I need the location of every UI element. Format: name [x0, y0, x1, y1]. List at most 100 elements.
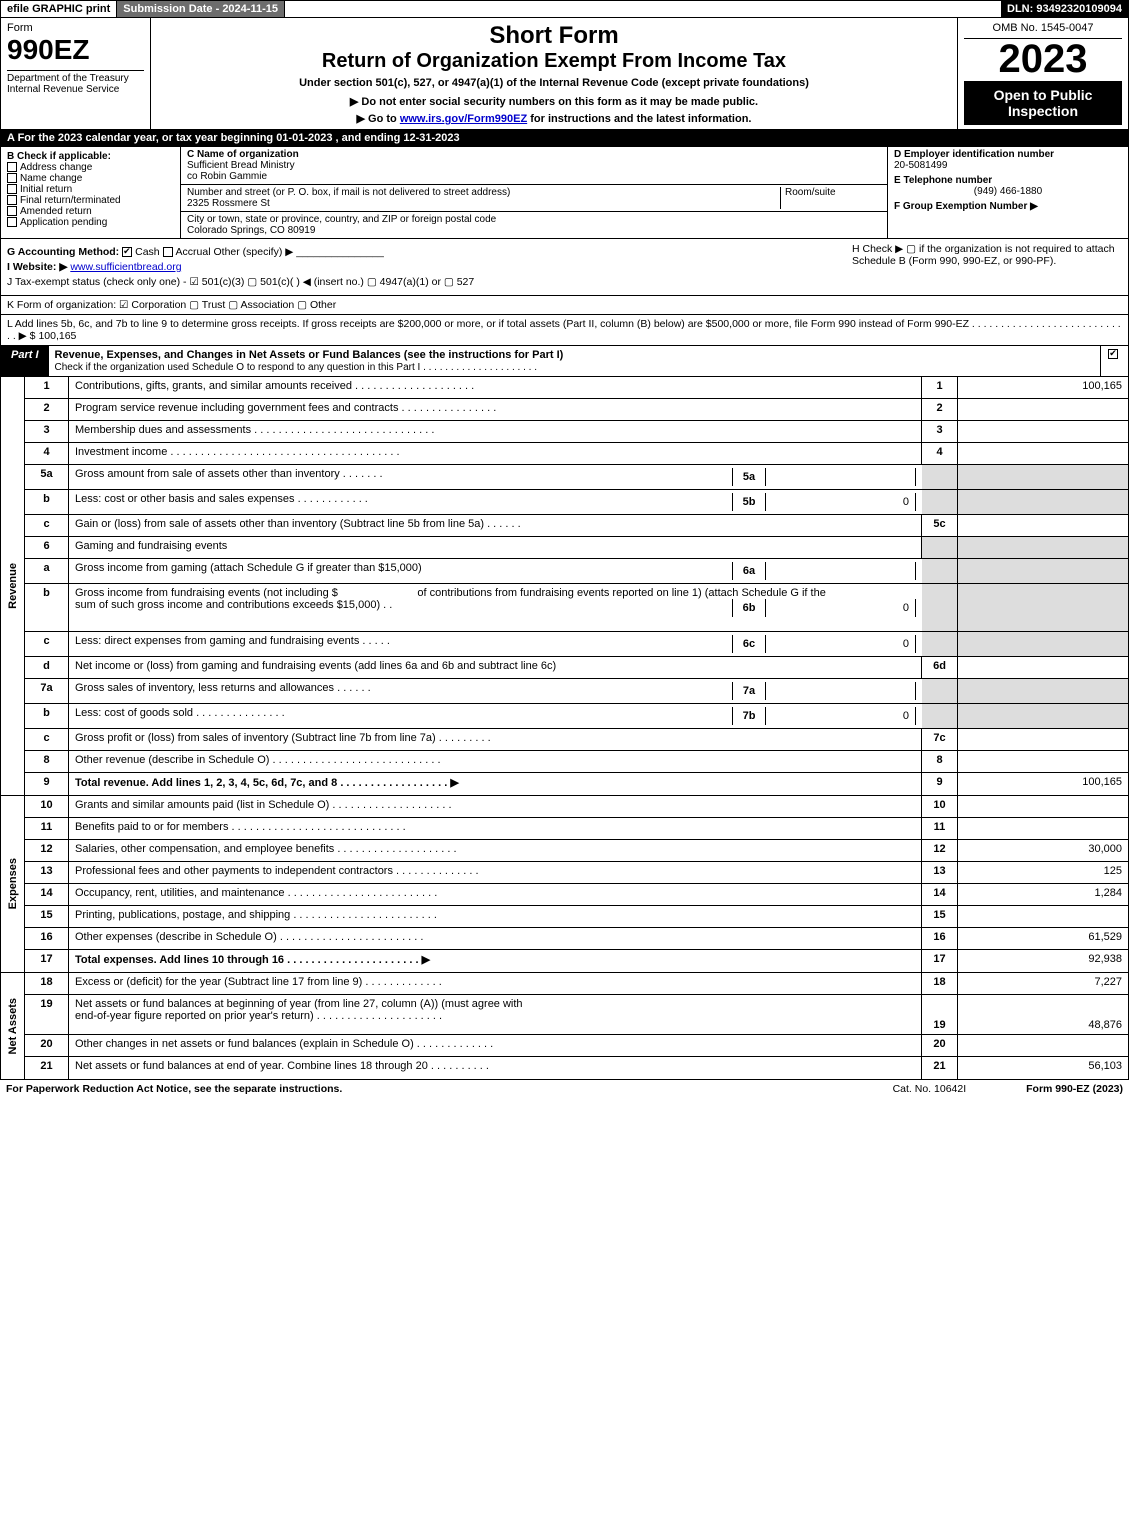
row-a-taxyear: A For the 2023 calendar year, or tax yea… [0, 130, 1129, 147]
lnum-6c-shade [922, 632, 958, 656]
g-cash: Cash [135, 246, 160, 258]
val-6c-shade [958, 632, 1128, 656]
ln-5c: c [25, 515, 69, 536]
chk-part-i[interactable] [1108, 349, 1118, 359]
revenue-block: Revenue 1Contributions, gifts, grants, a… [0, 377, 1129, 796]
lnum-15: 15 [922, 906, 958, 927]
sn-5a: 5a [732, 468, 766, 486]
ln-6d: d [25, 657, 69, 678]
chk-initial[interactable] [7, 184, 17, 194]
header-right: OMB No. 1545-0047 2023 Open to Public In… [958, 18, 1128, 129]
val-6-shade [958, 537, 1128, 558]
chk-accrual[interactable] [163, 247, 173, 257]
irs-label: Internal Revenue Service [7, 84, 119, 95]
val-1: 100,165 [958, 377, 1128, 398]
b-item-0: Address change [20, 162, 92, 173]
chk-name[interactable] [7, 173, 17, 183]
submission-date: Submission Date - 2024-11-15 [117, 1, 285, 17]
val-21: 56,103 [958, 1057, 1128, 1079]
b-item-5: Application pending [20, 217, 107, 228]
lnum-18: 18 [922, 973, 958, 994]
desc-6b-3: sum of such gross income and contributio… [75, 599, 732, 617]
ln-7a: 7a [25, 679, 69, 703]
chk-pending[interactable] [7, 217, 17, 227]
val-7b-shade [958, 704, 1128, 728]
chk-address[interactable] [7, 162, 17, 172]
ln-7c: c [25, 729, 69, 750]
col-b: B Check if applicable: Address change Na… [1, 147, 181, 238]
lnum-2: 2 [922, 399, 958, 420]
desc-1: Contributions, gifts, grants, and simila… [69, 377, 922, 398]
part-i-title: Revenue, Expenses, and Changes in Net As… [49, 346, 1100, 376]
val-7a-shade [958, 679, 1128, 703]
ln-5a: 5a [25, 465, 69, 489]
lnum-7c: 7c [922, 729, 958, 750]
lnum-5b-shade [922, 490, 958, 514]
val-15 [958, 906, 1128, 927]
footer-left: For Paperwork Reduction Act Notice, see … [6, 1083, 342, 1095]
ln-6c: c [25, 632, 69, 656]
form-header: Form 990EZ Department of the Treasury In… [0, 18, 1129, 130]
lnum-14: 14 [922, 884, 958, 905]
lnum-8: 8 [922, 751, 958, 772]
val-7c [958, 729, 1128, 750]
ln-21: 21 [25, 1057, 69, 1079]
d-label: D Employer identification number [894, 149, 1122, 160]
desc-9: Total revenue. Add lines 1, 2, 3, 4, 5c,… [69, 773, 922, 795]
b-item-3: Final return/terminated [20, 195, 121, 206]
desc-2: Program service revenue including govern… [69, 399, 922, 420]
ln-16: 16 [25, 928, 69, 949]
sv-6a [766, 562, 916, 580]
chk-final[interactable] [7, 195, 17, 205]
part-i-tab: Part I [1, 346, 49, 376]
lnum-20: 20 [922, 1035, 958, 1056]
open-public: Open to Public Inspection [964, 81, 1122, 125]
val-14: 1,284 [958, 884, 1128, 905]
city-label: City or town, state or province, country… [187, 214, 496, 225]
desc-3: Membership dues and assessments . . . . … [69, 421, 922, 442]
ln-5b: b [25, 490, 69, 514]
sn-7a: 7a [732, 682, 766, 700]
header-left: Form 990EZ Department of the Treasury In… [1, 18, 151, 129]
lnum-6d: 6d [922, 657, 958, 678]
desc-4: Investment income . . . . . . . . . . . … [69, 443, 922, 464]
g-accrual: Accrual [176, 246, 211, 258]
header-center: Short Form Return of Organization Exempt… [151, 18, 958, 129]
irs-link[interactable]: www.irs.gov/Form990EZ [400, 113, 527, 125]
city-value: Colorado Springs, CO 80919 [187, 225, 315, 236]
row-k: K Form of organization: ☑ Corporation ▢ … [0, 296, 1129, 315]
desc-10: Grants and similar amounts paid (list in… [69, 796, 922, 817]
short-form-title: Short Form [159, 22, 949, 50]
val-12: 30,000 [958, 840, 1128, 861]
val-11 [958, 818, 1128, 839]
desc-7b: Less: cost of goods sold . . . . . . . .… [75, 707, 732, 725]
chk-amended[interactable] [7, 206, 17, 216]
footer-right: Form 990-EZ (2023) [1026, 1083, 1123, 1095]
desc-16: Other expenses (describe in Schedule O) … [69, 928, 922, 949]
return-title: Return of Organization Exempt From Incom… [159, 50, 949, 73]
go-to-note: ▶ Go to www.irs.gov/Form990EZ for instru… [159, 112, 949, 125]
ln-17: 17 [25, 950, 69, 972]
ln-6: 6 [25, 537, 69, 558]
val-6d [958, 657, 1128, 678]
desc-8: Other revenue (describe in Schedule O) .… [69, 751, 922, 772]
lnum-11: 11 [922, 818, 958, 839]
col-def: D Employer identification number 20-5081… [888, 147, 1128, 238]
val-8 [958, 751, 1128, 772]
section-ghij: G Accounting Method: Cash Accrual Other … [0, 239, 1129, 296]
website-link[interactable]: www.sufficientbread.org [70, 261, 181, 273]
val-5b-shade [958, 490, 1128, 514]
desc-6c: Less: direct expenses from gaming and fu… [75, 635, 732, 653]
goto-post: for instructions and the latest informat… [527, 113, 751, 125]
desc-11: Benefits paid to or for members . . . . … [69, 818, 922, 839]
h-box: H Check ▶ ▢ if the organization is not r… [852, 243, 1122, 267]
ln-6b: b [25, 584, 69, 631]
c-label: C Name of organization [187, 149, 299, 160]
lnum-1: 1 [922, 377, 958, 398]
val-13: 125 [958, 862, 1128, 883]
lnum-19: 19 [922, 995, 958, 1034]
chk-cash[interactable] [122, 247, 132, 257]
ln-19: 19 [25, 995, 69, 1034]
val-20 [958, 1035, 1128, 1056]
desc-15: Printing, publications, postage, and shi… [69, 906, 922, 927]
